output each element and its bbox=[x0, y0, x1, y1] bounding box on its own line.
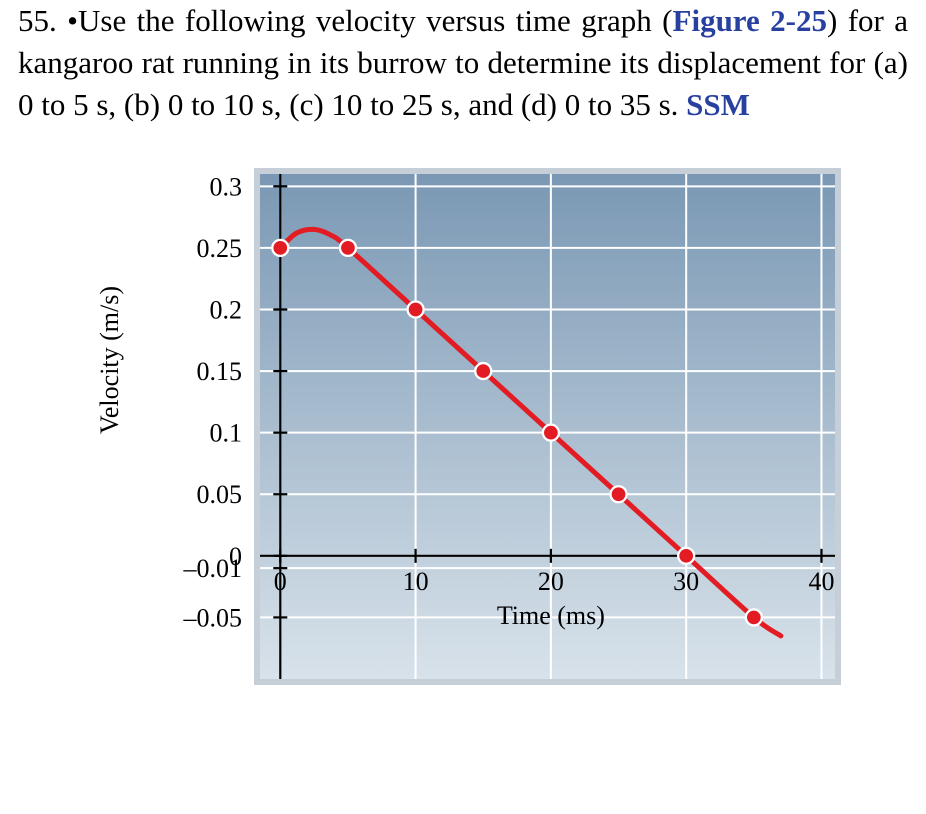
svg-text:0: 0 bbox=[229, 541, 242, 570]
svg-text:Time (ms): Time (ms) bbox=[497, 600, 605, 629]
svg-text:0.25: 0.25 bbox=[197, 233, 243, 262]
figure-ref: Figure 2-25 bbox=[673, 3, 827, 38]
ssm-label: SSM bbox=[686, 87, 750, 122]
chart-svg: 010203040–0.01–0.0500.050.10.150.20.250.… bbox=[105, 154, 885, 764]
text-before: Use the following velocity versus time g… bbox=[78, 3, 673, 38]
svg-text:0.3: 0.3 bbox=[210, 172, 243, 201]
svg-text:40: 40 bbox=[808, 566, 834, 595]
svg-text:0.2: 0.2 bbox=[210, 295, 243, 324]
svg-text:0.05: 0.05 bbox=[197, 480, 243, 509]
problem-text: 55. •Use the following velocity versus t… bbox=[0, 0, 926, 136]
svg-text:20: 20 bbox=[538, 566, 564, 595]
svg-text:0.15: 0.15 bbox=[197, 357, 243, 386]
problem-number: 55. bbox=[18, 3, 57, 38]
bullet: • bbox=[67, 3, 78, 38]
velocity-time-chart: Velocity (m/s) 010203040–0.01–0.0500.050… bbox=[105, 154, 885, 764]
svg-text:0: 0 bbox=[274, 566, 287, 595]
svg-text:10: 10 bbox=[403, 566, 429, 595]
y-axis-label: Velocity (m/s) bbox=[95, 286, 125, 434]
svg-text:–0.05: –0.05 bbox=[183, 603, 243, 632]
svg-text:30: 30 bbox=[673, 566, 699, 595]
svg-text:0.1: 0.1 bbox=[210, 418, 243, 447]
